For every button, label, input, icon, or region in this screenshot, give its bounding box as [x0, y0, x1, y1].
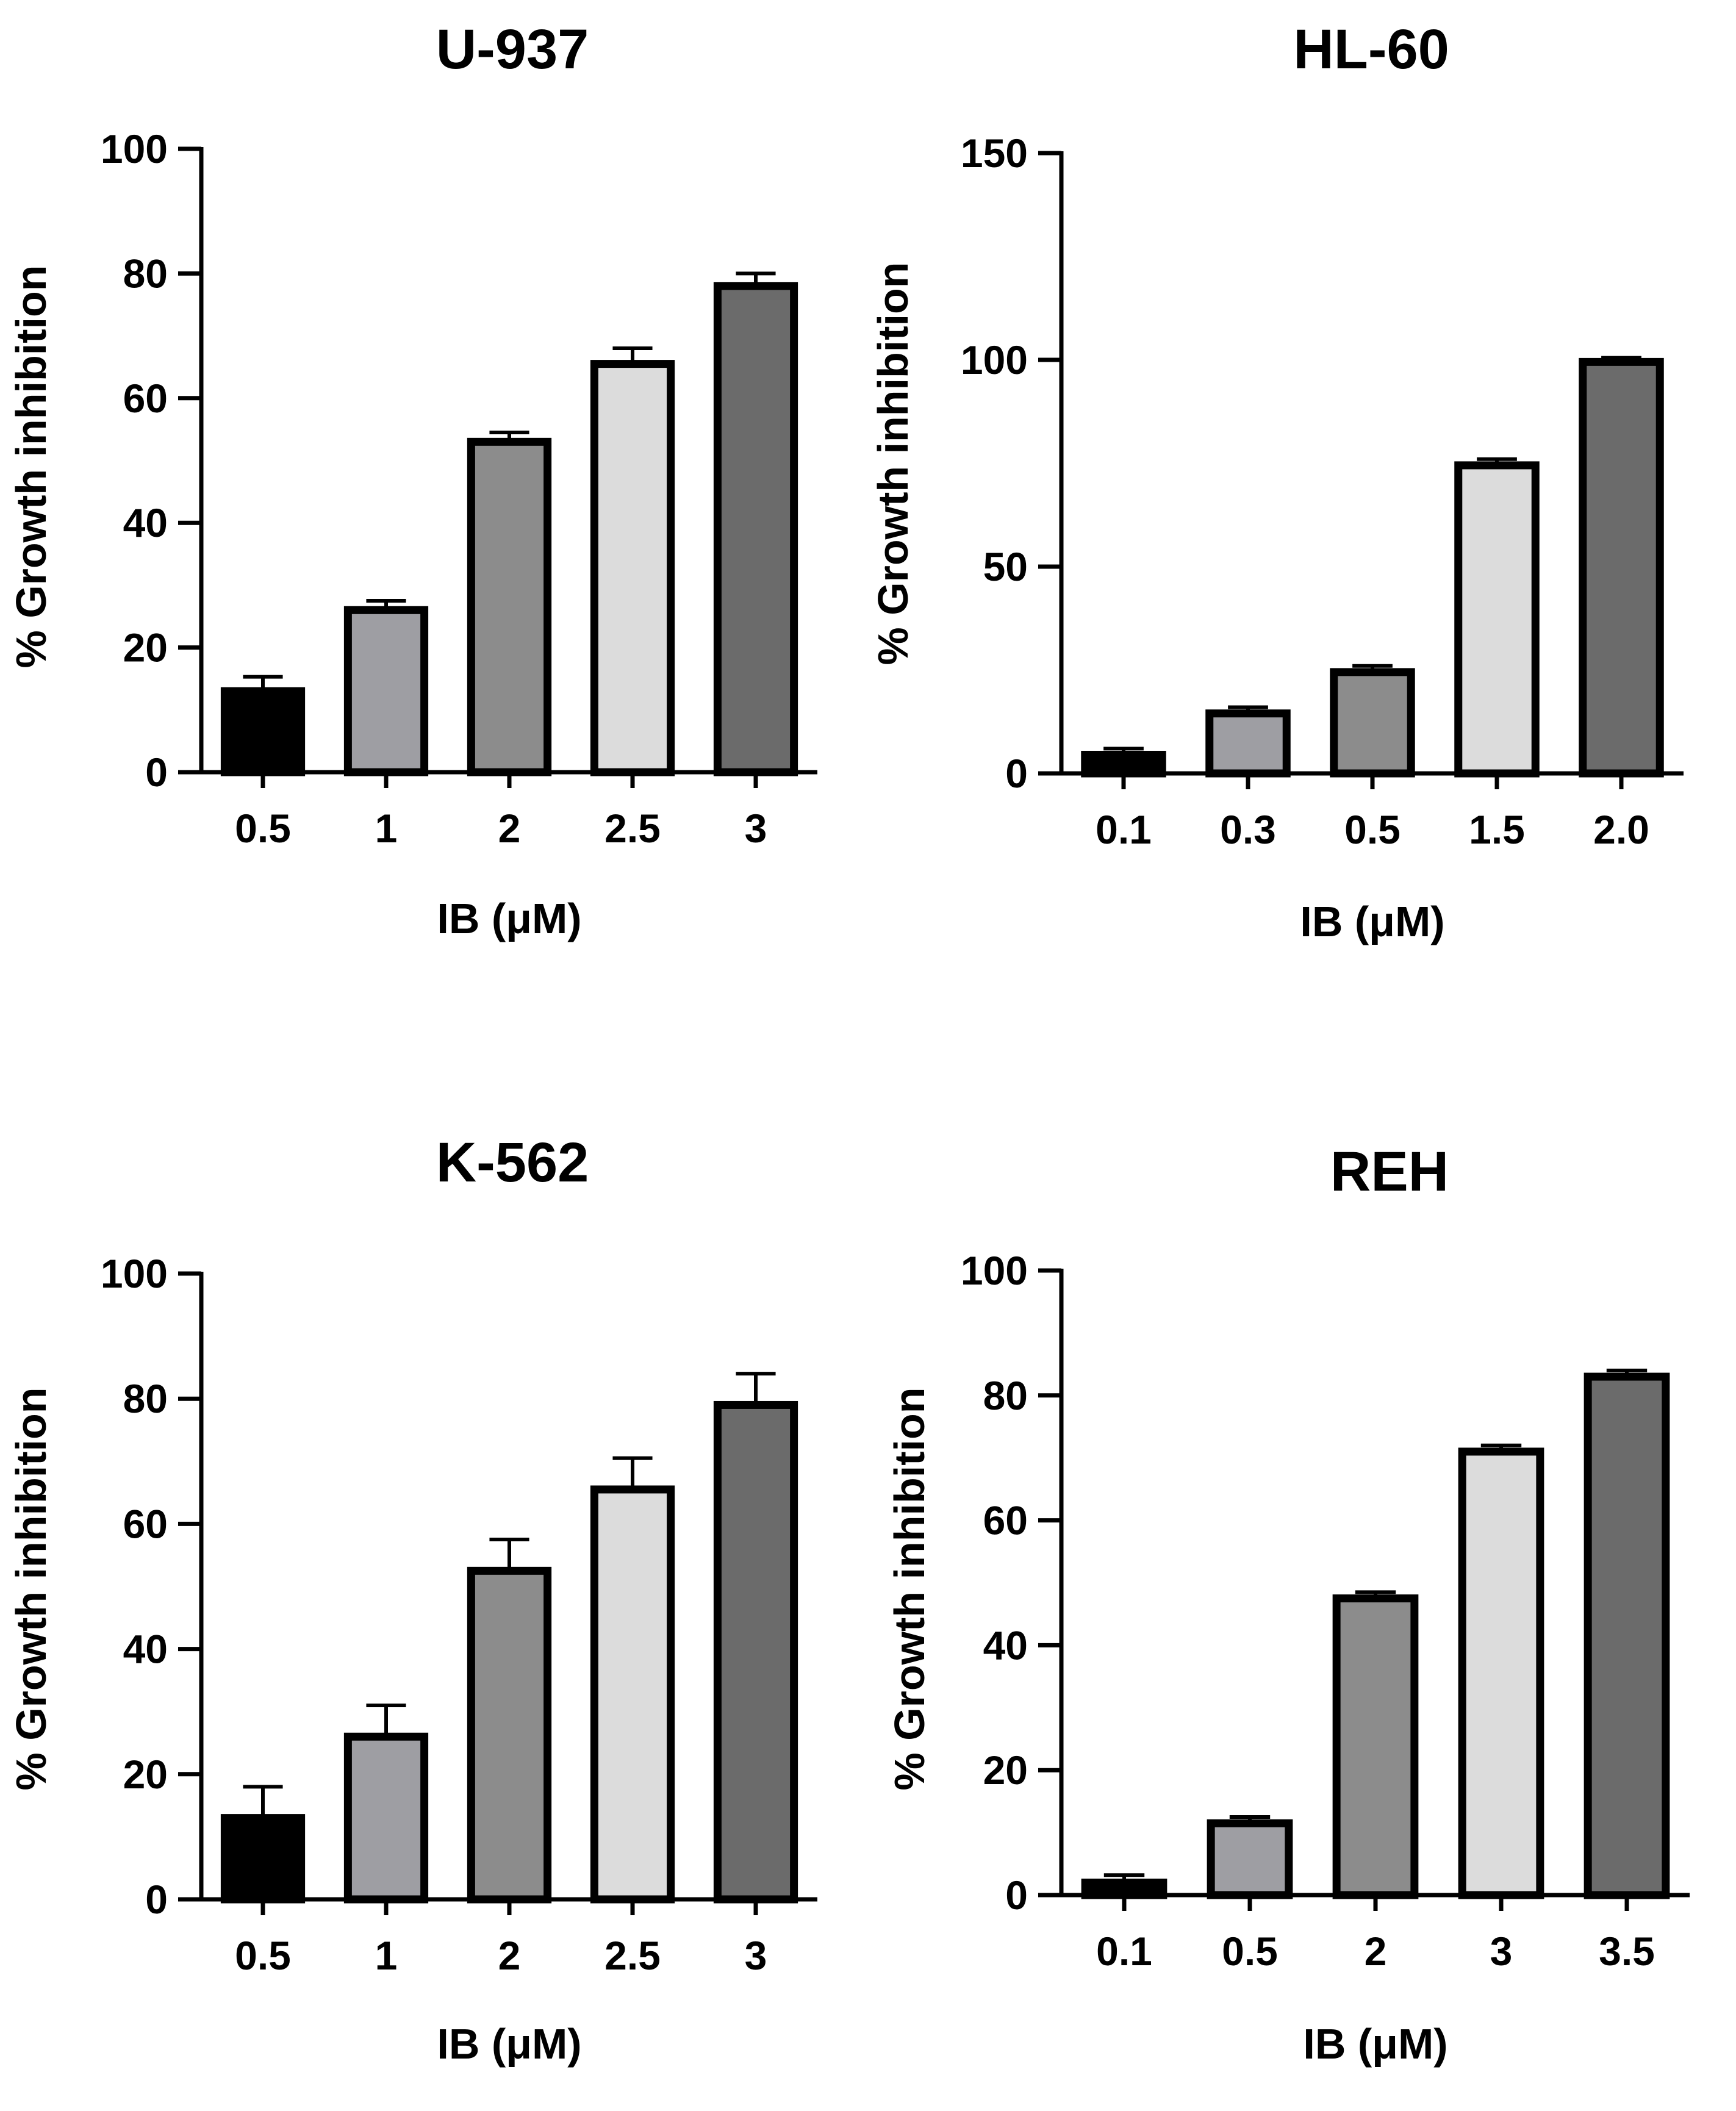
y-tick-label: 20 [123, 625, 168, 670]
bar [1205, 709, 1291, 778]
panel-reh: REH IB (μM) % Growth inhibition 0.1 0.5 2 3… [886, 1141, 1690, 2068]
panel-k562: K-562 IB (μM) % Growth inhibition 0.5 1 2 2… [7, 1131, 817, 2068]
chart-title: U-937 [436, 18, 589, 81]
y-axis-label: % Growth inhibition [886, 1387, 933, 1790]
y-tick-label: 0 [1005, 1873, 1028, 1918]
bar [343, 1732, 429, 1904]
bar [1332, 1594, 1419, 1899]
x-tick-label: 3 [745, 806, 767, 851]
y-axis-label: % Growth inhibition [7, 1387, 55, 1790]
x-tick-label: 0.5 [235, 806, 291, 851]
bar [1579, 357, 1664, 778]
bar [467, 437, 552, 776]
y-tick-label: 60 [123, 1501, 168, 1546]
x-tick-label: 1 [375, 1933, 398, 1978]
x-tick-label: 2.0 [1593, 807, 1649, 852]
y-tick-label: 60 [123, 376, 168, 421]
chart-title: K-562 [436, 1131, 589, 1194]
x-tick-label: 0.1 [1096, 807, 1152, 852]
x-tick-label: 0.5 [235, 1933, 291, 1978]
bar [1458, 1447, 1544, 1899]
y-tick-label: 40 [123, 1627, 168, 1672]
x-tick-label: 2 [498, 806, 521, 851]
x-tick-label: 2 [498, 1933, 521, 1978]
bar [713, 282, 798, 776]
y-tick-label: 80 [123, 1376, 168, 1421]
bar [343, 606, 429, 776]
bar [220, 1814, 306, 1904]
bar [1081, 750, 1166, 778]
y-tick-label: 20 [983, 1747, 1028, 1793]
x-axis-label: IB (μM) [1300, 898, 1444, 945]
x-tick-label: 3.5 [1599, 1929, 1655, 1974]
y-tick-label: 0 [145, 750, 168, 795]
y-tick-label: 100 [961, 337, 1028, 382]
y-tick-label: 150 [961, 131, 1028, 176]
y-tick-label: 50 [983, 544, 1028, 589]
y-tick-label: 20 [123, 1752, 168, 1797]
panel-u937: U-937 IB (μM) % Growth inhibition 0.5 1 2 2… [7, 18, 817, 942]
y-tick-label: 0 [1005, 751, 1028, 796]
bar [590, 1485, 675, 1904]
y-tick-label: 60 [983, 1498, 1028, 1543]
x-axis-label: IB (μM) [1303, 2020, 1447, 2068]
x-tick-label: 2 [1365, 1929, 1387, 1974]
bar [220, 687, 306, 776]
x-tick-label: 0.5 [1344, 807, 1401, 852]
chart-title: REH [1330, 1141, 1449, 1203]
x-tick-label: 3 [745, 1933, 767, 1978]
x-tick-label: 0.3 [1220, 807, 1276, 852]
y-axis-label: % Growth inhibition [869, 262, 917, 665]
bar [467, 1566, 552, 1904]
x-tick-label: 2.5 [604, 806, 661, 851]
y-tick-label: 0 [145, 1877, 168, 1922]
x-tick-label: 1.5 [1469, 807, 1525, 852]
bar [1454, 461, 1540, 778]
panel-hl60: HL-60 IB (μM) % Growth inhibition 0.1 0.3… [869, 18, 1684, 945]
y-tick-label: 40 [123, 500, 168, 545]
y-tick-label: 100 [101, 126, 168, 171]
bar [1330, 668, 1415, 778]
bar [1207, 1819, 1293, 1899]
x-axis-label: IB (μM) [437, 2020, 581, 2068]
x-tick-label: 0.1 [1096, 1929, 1152, 1974]
x-axis-label: IB (μM) [437, 895, 581, 942]
x-tick-label: 0.5 [1222, 1929, 1278, 1974]
y-tick-label: 40 [983, 1622, 1028, 1668]
y-tick-label: 100 [101, 1251, 168, 1296]
x-tick-label: 1 [375, 806, 398, 851]
bar [713, 1400, 798, 1904]
y-axis-label: % Growth inhibition [7, 265, 55, 668]
y-tick-label: 80 [983, 1373, 1028, 1418]
y-tick-label: 100 [961, 1248, 1028, 1293]
y-tick-label: 80 [123, 251, 168, 296]
x-tick-label: 3 [1490, 1929, 1513, 1974]
x-tick-label: 2.5 [604, 1933, 661, 1978]
bar [1584, 1372, 1670, 1899]
chart-title: HL-60 [1293, 18, 1449, 81]
bar [590, 360, 675, 776]
